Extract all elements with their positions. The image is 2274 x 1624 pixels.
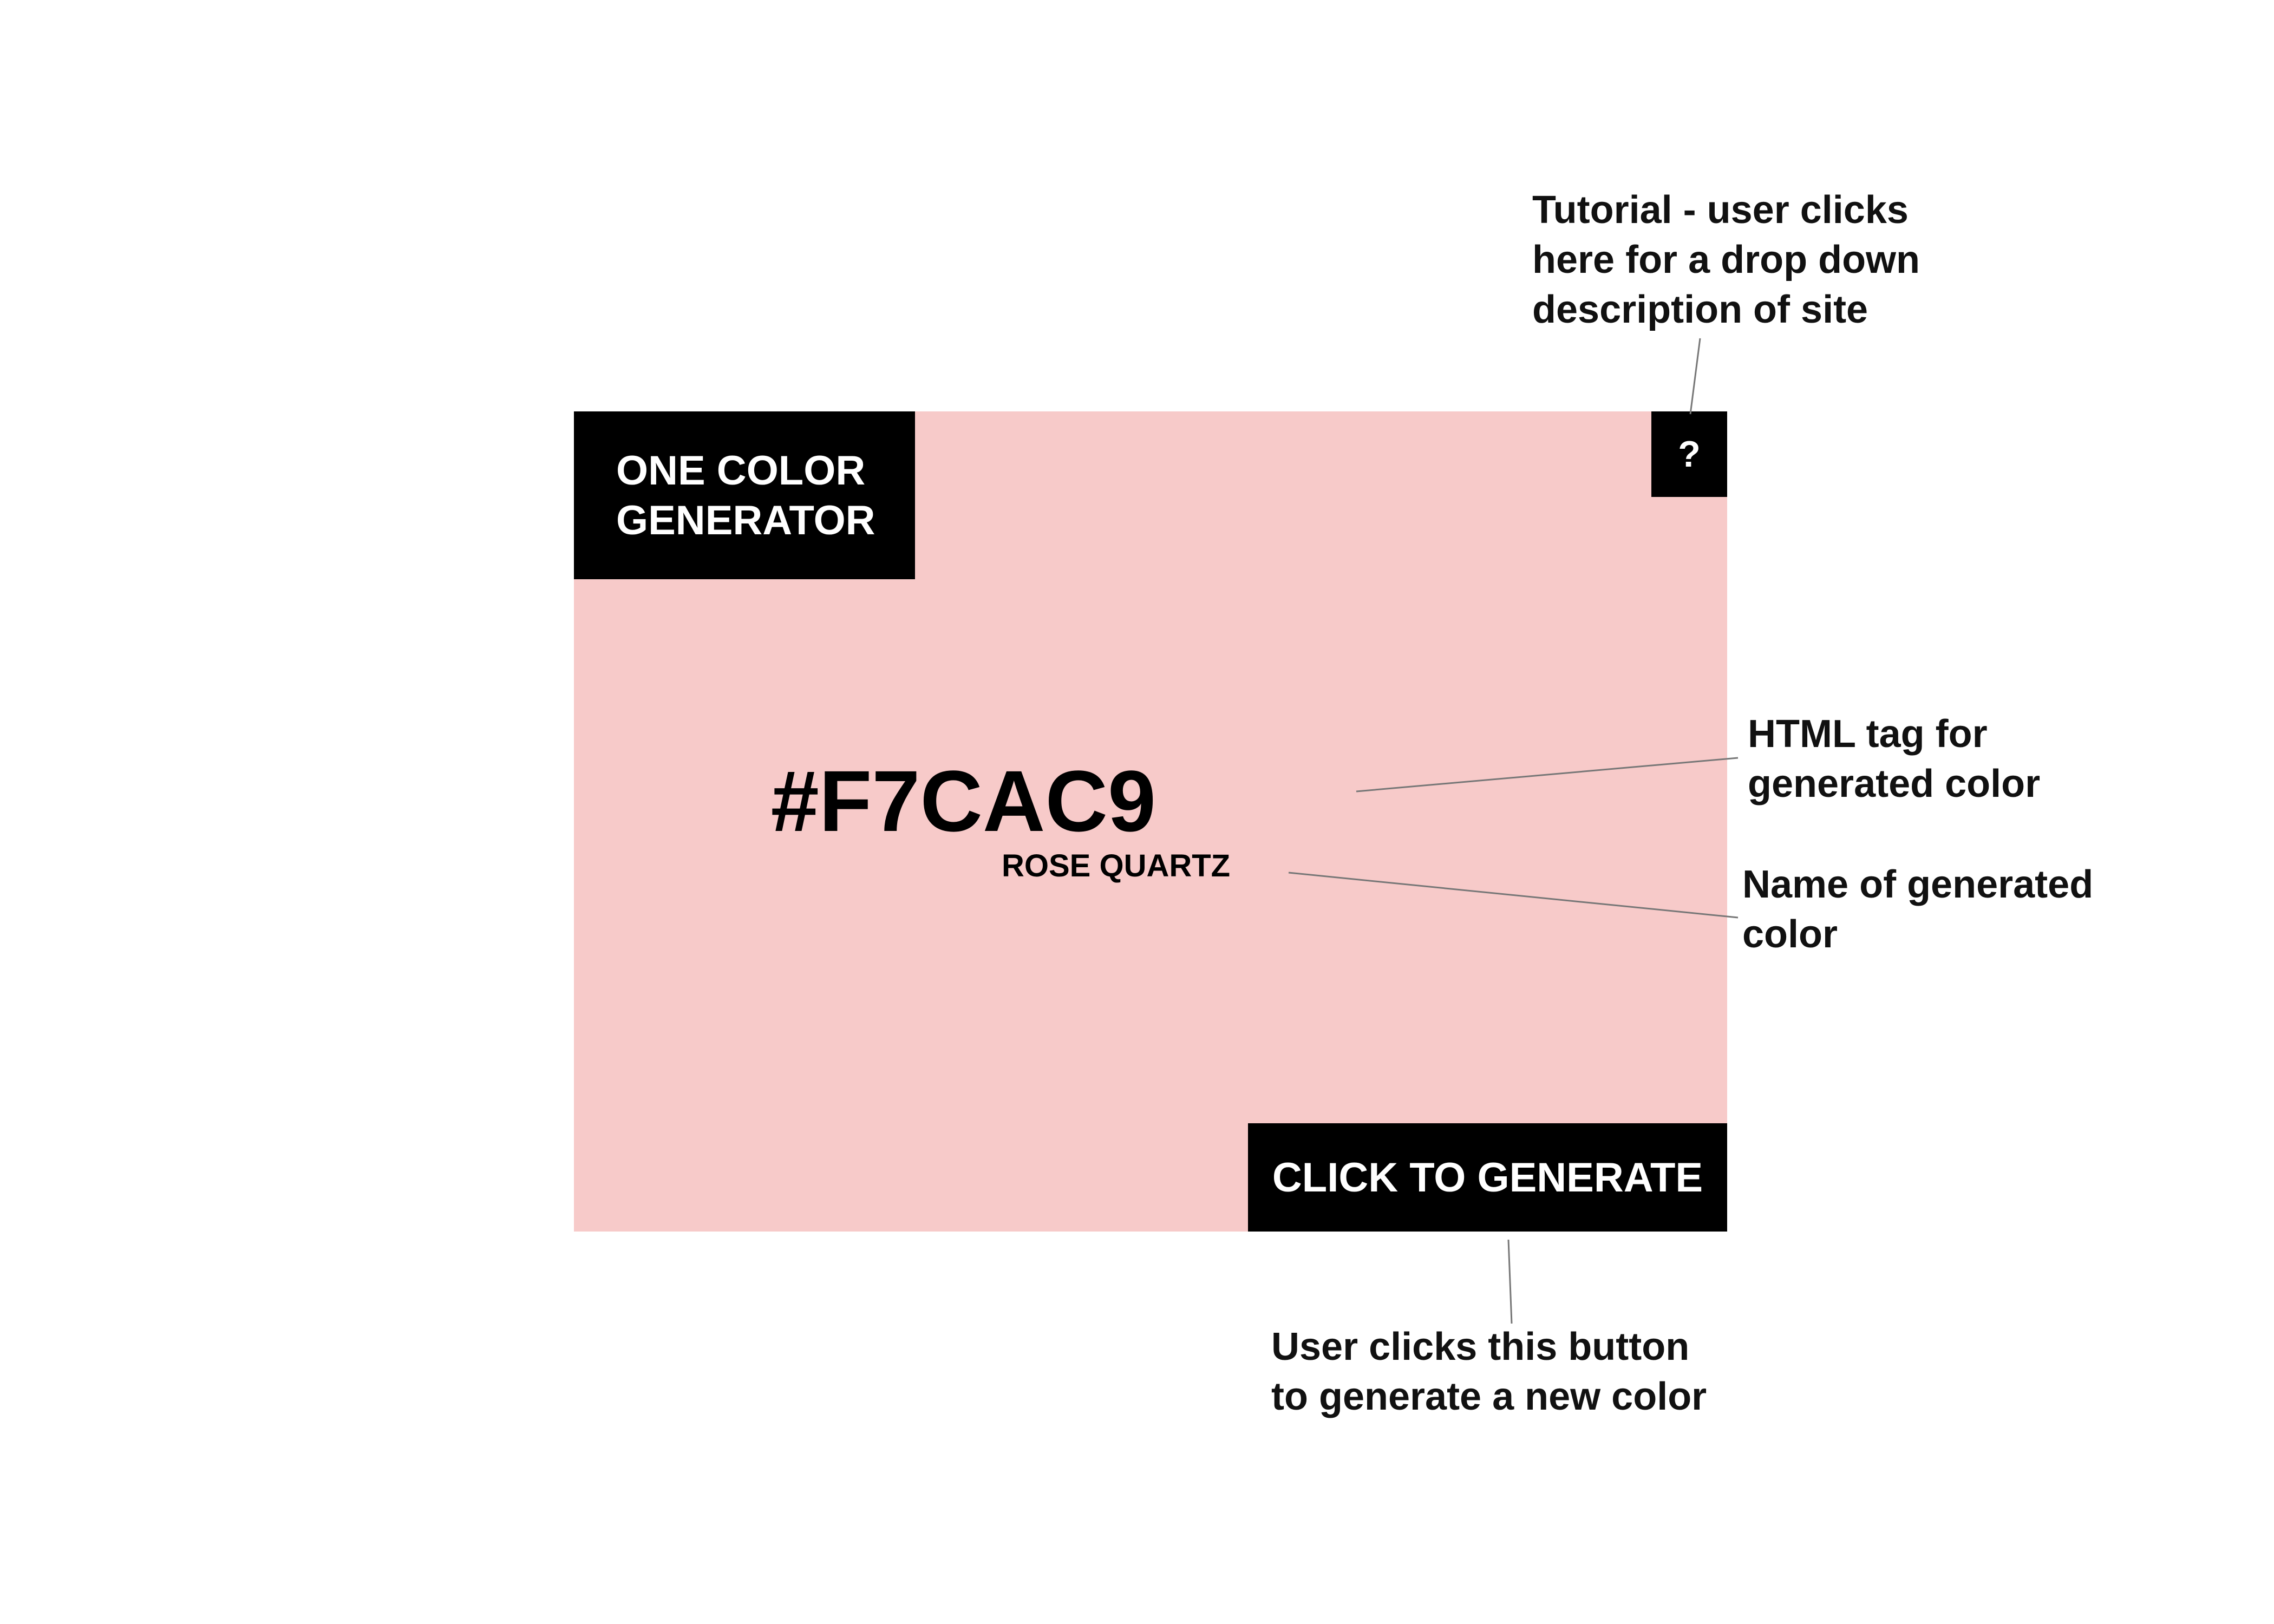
help-button[interactable]: ? xyxy=(1651,411,1727,497)
logo-line-1: ONE COLOR xyxy=(616,448,866,494)
annotation-tutorial-line-1: Tutorial - user clicks xyxy=(1532,188,1909,232)
annotation-html-tag-line-1: HTML tag for xyxy=(1748,712,1988,756)
annotation-tutorial-line-3: description of site xyxy=(1532,288,1868,331)
logo-line-2: GENERATOR xyxy=(616,497,875,543)
annotation-color-name: Name of generated color xyxy=(1742,860,2093,959)
annotation-color-name-line-2: color xyxy=(1742,913,1838,956)
generate-button[interactable]: CLICK TO GENERATE xyxy=(1248,1123,1727,1232)
annotation-html-tag: HTML tag for generated color xyxy=(1748,709,2040,809)
leader-line-generate xyxy=(1507,1239,1513,1324)
annotation-tutorial-line-2: here for a drop down xyxy=(1532,238,1920,281)
annotation-color-name-line-1: Name of generated xyxy=(1742,863,2094,906)
color-name: ROSE QUARTZ xyxy=(1002,848,1231,883)
app-logo: ONE COLOR GENERATOR xyxy=(574,411,915,579)
annotation-generate-line-2: to generate a new color xyxy=(1271,1375,1707,1418)
leader-line-tutorial xyxy=(1689,338,1701,415)
hex-code: #F7CAC9 xyxy=(770,752,1156,849)
color-generator-mockup: ONE COLOR GENERATOR ? #F7CAC9 ROSE QUART… xyxy=(574,411,1727,1232)
annotation-tutorial: Tutorial - user clicks here for a drop d… xyxy=(1532,185,1920,335)
annotation-generate-line-1: User clicks this button xyxy=(1271,1325,1690,1368)
annotation-generate: User clicks this button to generate a ne… xyxy=(1271,1322,1707,1422)
annotation-html-tag-line-2: generated color xyxy=(1748,762,2041,806)
